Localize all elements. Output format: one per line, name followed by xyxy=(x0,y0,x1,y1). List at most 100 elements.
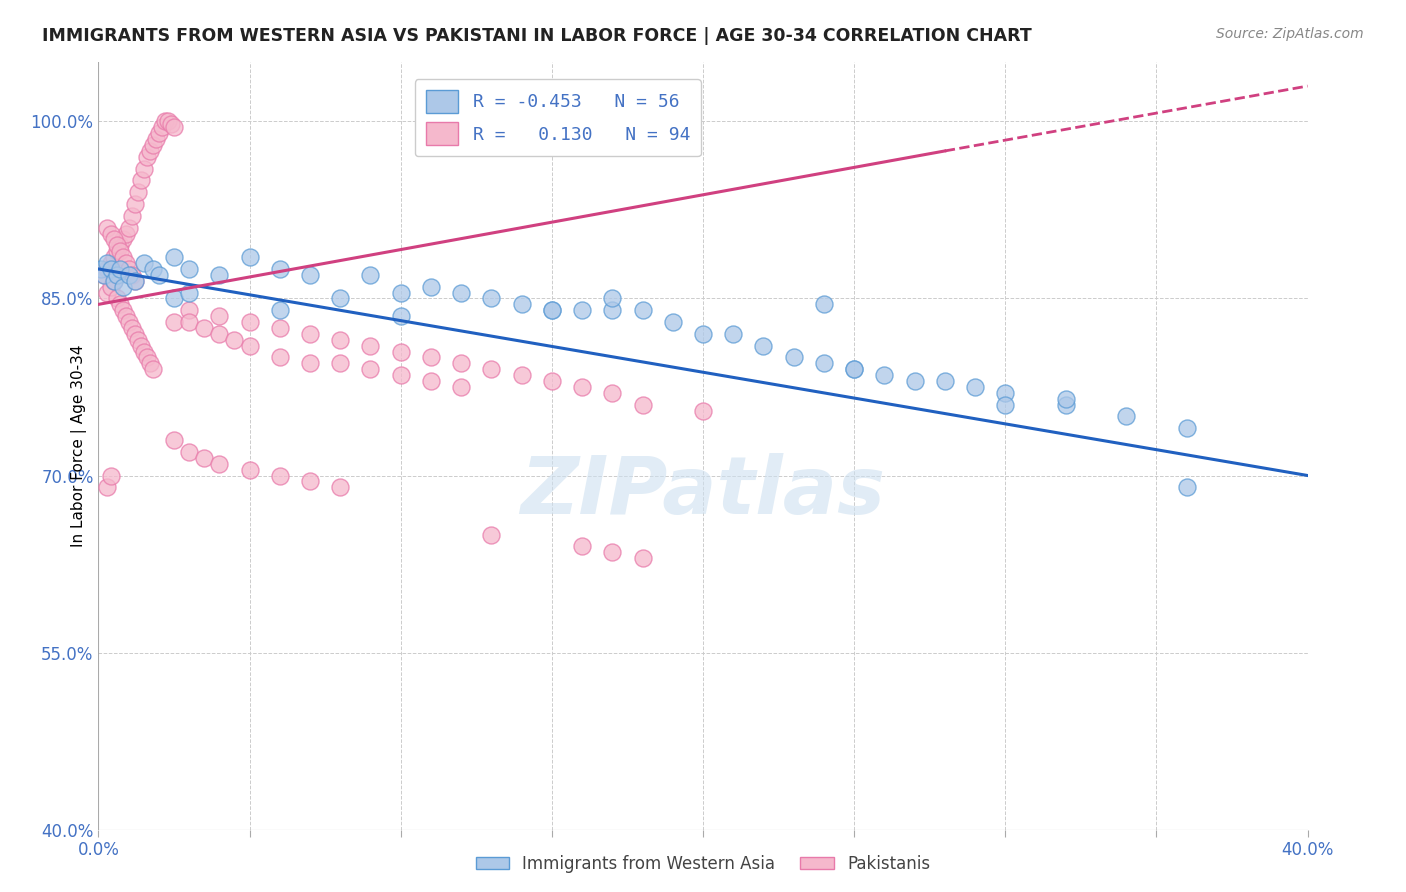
Point xyxy=(163,250,186,264)
Point xyxy=(193,450,215,465)
Point xyxy=(124,326,146,341)
Point xyxy=(420,279,443,293)
Point xyxy=(602,385,624,400)
Point xyxy=(153,114,176,128)
Point xyxy=(1054,398,1077,412)
Point xyxy=(510,368,533,383)
Point xyxy=(329,480,352,494)
Point xyxy=(145,132,167,146)
Point xyxy=(90,262,112,277)
Point xyxy=(571,380,593,394)
Point xyxy=(723,326,745,341)
Point xyxy=(360,339,382,353)
Point xyxy=(142,138,165,153)
Point xyxy=(602,292,624,306)
Point xyxy=(142,262,165,277)
Point xyxy=(135,351,157,365)
Text: ZIPatlas: ZIPatlas xyxy=(520,453,886,531)
Point xyxy=(844,362,866,376)
Point xyxy=(1115,409,1137,424)
Point xyxy=(193,321,215,335)
Point xyxy=(965,380,987,394)
Point xyxy=(118,268,141,282)
Point xyxy=(904,374,927,388)
Point xyxy=(105,268,128,282)
Point xyxy=(360,268,382,282)
Point xyxy=(602,303,624,318)
Point xyxy=(934,374,956,388)
Point xyxy=(994,398,1017,412)
Point xyxy=(160,117,183,131)
Y-axis label: In Labor Force | Age 30-34: In Labor Force | Age 30-34 xyxy=(72,344,87,548)
Point xyxy=(96,285,118,300)
Point xyxy=(132,161,155,176)
Point xyxy=(389,309,412,323)
Point xyxy=(179,303,201,318)
Point xyxy=(163,315,186,329)
Point xyxy=(118,262,141,277)
Point xyxy=(105,292,128,306)
Point xyxy=(329,356,352,370)
Point xyxy=(1175,421,1198,435)
Text: IMMIGRANTS FROM WESTERN ASIA VS PAKISTANI IN LABOR FORCE | AGE 30-34 CORRELATION: IMMIGRANTS FROM WESTERN ASIA VS PAKISTAN… xyxy=(42,27,1032,45)
Point xyxy=(96,256,118,270)
Point xyxy=(813,356,835,370)
Point xyxy=(132,344,155,359)
Point xyxy=(239,462,262,476)
Point xyxy=(100,279,122,293)
Point xyxy=(389,285,412,300)
Point xyxy=(150,120,173,135)
Point xyxy=(269,351,291,365)
Point xyxy=(163,433,186,447)
Point xyxy=(1054,392,1077,406)
Point xyxy=(93,268,115,282)
Point xyxy=(269,468,291,483)
Point xyxy=(114,227,136,241)
Point xyxy=(360,362,382,376)
Point xyxy=(163,292,186,306)
Point xyxy=(299,326,322,341)
Point xyxy=(631,551,654,566)
Point xyxy=(844,362,866,376)
Point xyxy=(299,475,322,489)
Point xyxy=(129,339,152,353)
Point xyxy=(127,333,149,347)
Point xyxy=(269,262,291,277)
Text: Source: ZipAtlas.com: Source: ZipAtlas.com xyxy=(1216,27,1364,41)
Point xyxy=(105,238,128,252)
Point xyxy=(540,303,562,318)
Point xyxy=(602,545,624,559)
Point xyxy=(100,262,122,277)
Point xyxy=(540,374,562,388)
Point xyxy=(148,268,170,282)
Point xyxy=(108,297,131,311)
Point xyxy=(481,292,503,306)
Point xyxy=(103,232,125,246)
Legend: R = -0.453   N = 56, R =   0.130   N = 94: R = -0.453 N = 56, R = 0.130 N = 94 xyxy=(415,79,702,156)
Point xyxy=(103,274,125,288)
Point xyxy=(156,114,179,128)
Point xyxy=(127,186,149,200)
Point xyxy=(783,351,806,365)
Point xyxy=(179,315,201,329)
Point xyxy=(179,285,201,300)
Point xyxy=(118,220,141,235)
Point xyxy=(571,539,593,553)
Point xyxy=(121,321,143,335)
Point xyxy=(631,303,654,318)
Point xyxy=(481,527,503,541)
Point xyxy=(239,250,262,264)
Point xyxy=(139,144,162,158)
Point xyxy=(142,362,165,376)
Point xyxy=(114,256,136,270)
Point xyxy=(631,398,654,412)
Point xyxy=(139,356,162,370)
Point xyxy=(389,368,412,383)
Point xyxy=(135,150,157,164)
Point xyxy=(124,274,146,288)
Point xyxy=(108,244,131,259)
Point xyxy=(114,309,136,323)
Point xyxy=(111,232,134,246)
Point xyxy=(163,120,186,135)
Point xyxy=(148,126,170,140)
